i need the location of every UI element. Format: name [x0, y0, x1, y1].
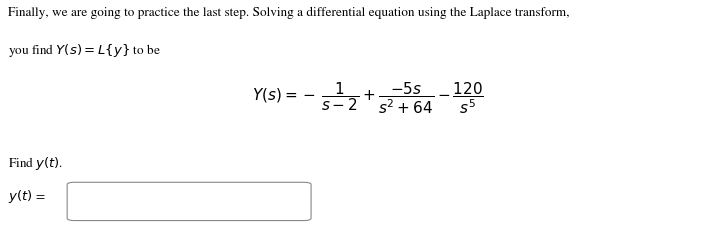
Text: Find $y(t)$.: Find $y(t)$.	[8, 155, 64, 172]
Text: Finally, we are going to practice the last step. Solving a differential equation: Finally, we are going to practice the la…	[8, 7, 570, 19]
Text: $Y(s) = -\,\dfrac{1}{s-2} + \dfrac{-5s}{s^2+64} - \dfrac{120}{s^5}$: $Y(s) = -\,\dfrac{1}{s-2} + \dfrac{-5s}{…	[252, 81, 484, 116]
Text: $y(t)$ =: $y(t)$ =	[8, 187, 46, 204]
Text: you find $Y(s) = L\{y\}$ to be: you find $Y(s) = L\{y\}$ to be	[8, 42, 161, 58]
FancyBboxPatch shape	[67, 182, 311, 221]
